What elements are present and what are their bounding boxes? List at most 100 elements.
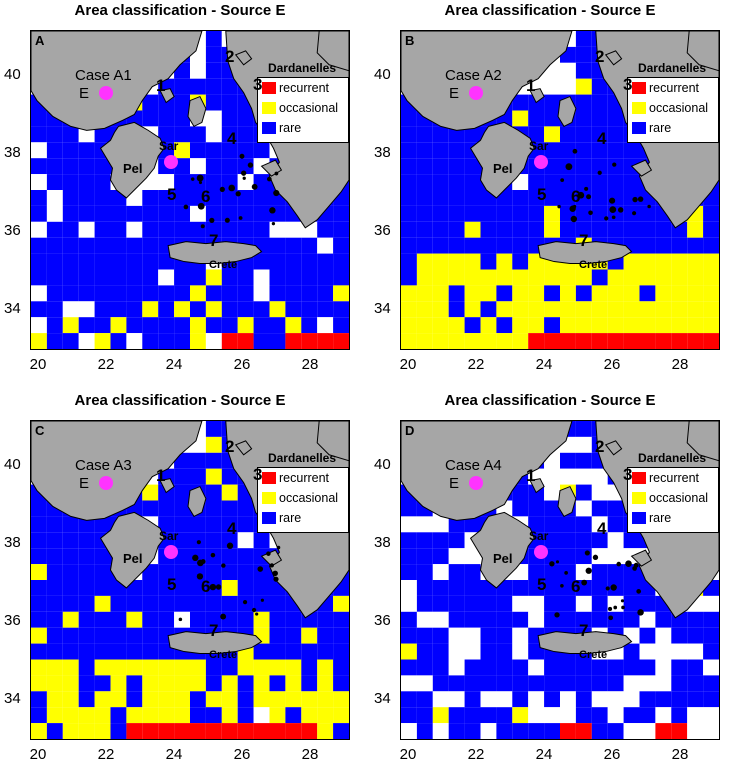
grid-cell [480, 643, 497, 660]
grid-cell [317, 691, 334, 708]
grid-cell [237, 158, 254, 175]
grid-cell [285, 285, 302, 302]
y-tick-label: 38 [374, 534, 391, 551]
grid-cell [269, 595, 286, 612]
crete-landmass [167, 241, 263, 265]
legend-label-recurrent: recurrent [649, 471, 700, 485]
grid-cell [62, 317, 79, 334]
region-1-label: 1 [526, 76, 536, 95]
grid-cell [31, 643, 47, 660]
source-label: E [79, 475, 90, 492]
grid-cell [432, 691, 449, 708]
grid-cell [158, 516, 175, 533]
grid-cell [31, 301, 47, 318]
grid-cell [401, 643, 417, 660]
grid-cell [46, 659, 63, 676]
grid-cell [205, 691, 222, 708]
grid-cell [575, 158, 592, 175]
source-marker [469, 476, 483, 490]
island [273, 189, 280, 197]
grid-cell [78, 691, 95, 708]
grid-cell [623, 205, 640, 222]
grid-cell [448, 253, 465, 270]
grid-cell [480, 221, 497, 238]
dardanelles-label: Dardanelles [637, 61, 707, 75]
landmass [31, 421, 203, 521]
grid-cell [687, 317, 704, 334]
grid-cell [301, 253, 318, 270]
grid-cell [190, 158, 206, 175]
grid-cell [253, 205, 270, 222]
grid-cell [62, 205, 79, 222]
island [609, 206, 617, 213]
region-6-label: 6 [201, 187, 211, 206]
grid-cell [110, 237, 127, 254]
grid-cell [285, 301, 302, 318]
grid-cell [174, 532, 190, 549]
peloponnese-label: Pel [123, 161, 143, 176]
grid-cell [142, 659, 159, 676]
grid-cell [560, 142, 576, 159]
grid-cell [62, 516, 79, 533]
grid-cell [401, 548, 417, 565]
grid-cell [464, 301, 481, 318]
grid-cell [416, 611, 433, 628]
grid-cell [221, 659, 238, 676]
grid-cell [174, 659, 190, 676]
grid-cell [269, 301, 286, 318]
grid-cell [623, 611, 640, 628]
grid-cell [432, 158, 449, 175]
grid-cell [703, 627, 719, 644]
grid-cell [31, 707, 47, 724]
grid-cell [703, 285, 719, 302]
crete-landmass [537, 631, 633, 655]
grid-cell [544, 78, 560, 95]
map-panel-a: Area classification - Source E A Dardane… [0, 0, 360, 388]
grid-cell [94, 126, 111, 143]
grid-cell [253, 643, 270, 660]
grid-cell [591, 142, 608, 159]
y-tick-label: 34 [374, 300, 391, 317]
grid-cell [416, 643, 433, 660]
legend-label-rare: rare [649, 511, 672, 525]
grid-cell [126, 253, 143, 270]
grid-cell [496, 595, 513, 612]
grid-cell [639, 253, 656, 270]
grid-cell [703, 237, 719, 254]
grid-cell [221, 301, 238, 318]
island [251, 183, 258, 190]
grid-cell [31, 317, 47, 334]
grid-cell [190, 269, 206, 286]
grid-cell [205, 500, 222, 517]
grid-cell [687, 269, 704, 286]
grid-cell [46, 707, 63, 724]
island [257, 566, 264, 572]
grid-cell [671, 723, 688, 739]
x-tick-label: 28 [301, 746, 319, 763]
island [219, 186, 225, 192]
landmass [316, 421, 349, 462]
grid-cell [480, 627, 497, 644]
grid-cell [448, 659, 465, 676]
grid-cell [46, 237, 63, 254]
grid-cell [94, 611, 111, 628]
region-3-label: 3 [253, 465, 263, 484]
grid-cell [512, 94, 529, 111]
grid-cell [432, 126, 449, 143]
grid-cell [317, 253, 334, 270]
grid-cell [607, 707, 624, 724]
grid-cell [591, 317, 608, 334]
grid-cell [333, 285, 349, 302]
grid-cell [126, 723, 143, 739]
region-4-label: 4 [227, 519, 237, 538]
grid-cell [317, 285, 334, 302]
grid-cell [591, 468, 608, 485]
grid-cell [205, 174, 222, 190]
grid-cell [671, 659, 688, 676]
grid-cell [126, 691, 143, 708]
grid-cell [126, 675, 143, 692]
grid-cell [317, 659, 334, 676]
grid-cell [591, 221, 608, 238]
legend-swatch-recurrent [632, 82, 646, 94]
peloponnese-label: Pel [493, 161, 513, 176]
